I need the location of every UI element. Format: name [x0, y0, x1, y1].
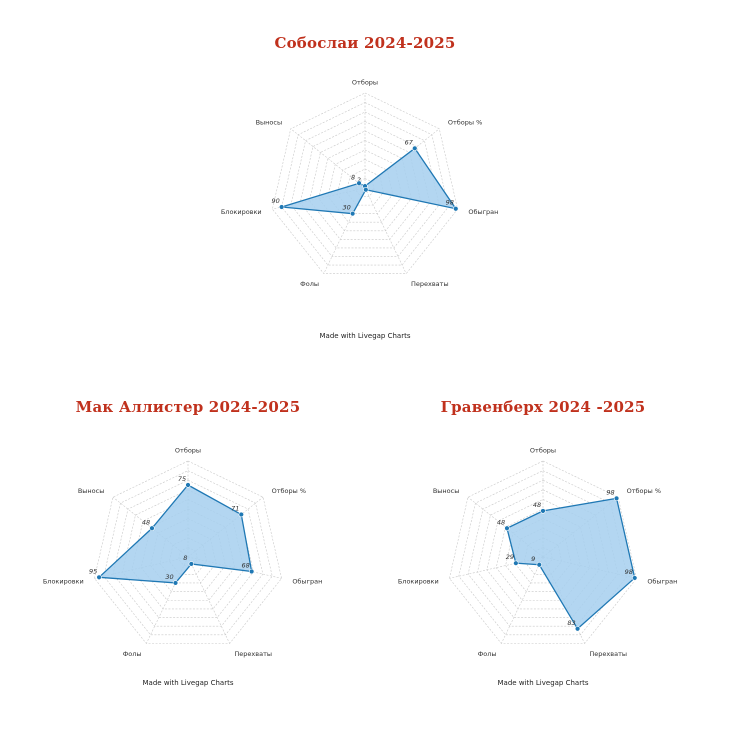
axis-label: Фолы [478, 650, 497, 658]
value-label: 95 [89, 567, 97, 575]
chart-title: Собослаи 2024-2025 [274, 34, 456, 52]
data-point [188, 561, 195, 567]
axis-label: Блокировки [221, 208, 262, 216]
value-label: 83 [567, 619, 575, 627]
value-label: 98 [446, 199, 454, 207]
axis-label: Отборы % [272, 487, 306, 495]
axis-label: Отборы % [448, 118, 482, 126]
axis-label: Фолы [123, 650, 142, 658]
data-point [356, 180, 362, 186]
axis-label: Выносы [78, 487, 105, 495]
axis-label: Перехваты [234, 650, 272, 658]
axis-label: Обыгран [292, 577, 322, 585]
axis-label: Выносы [433, 487, 460, 495]
credit-text: Made with Livegap Charts [319, 332, 411, 340]
value-label: 90 [272, 197, 280, 205]
value-label: 98 [606, 488, 614, 496]
axis-spoke [187, 556, 230, 644]
data-point [412, 145, 418, 152]
data-point [453, 206, 459, 212]
axis-label: Блокировки [43, 577, 84, 585]
data-point [278, 204, 285, 210]
value-label: 48 [533, 501, 541, 509]
credit-text: Made with Livegap Charts [497, 679, 589, 687]
data-point [172, 580, 179, 586]
grid-ring [495, 508, 591, 601]
value-label: 71 [231, 505, 239, 513]
data-point [574, 626, 581, 632]
grid-ring [281, 102, 449, 266]
grid-ring [355, 178, 375, 197]
radar-plot: 48 98 98 83 9 29 48 Отборы Отборы % Обыгран Перехв… [398, 447, 677, 658]
data-point [96, 574, 102, 580]
grid-ring [318, 140, 412, 232]
data-point [349, 210, 356, 217]
value-label: 98 [625, 568, 633, 576]
axis-label: Перехваты [589, 650, 627, 658]
axis-label: Отборы [530, 447, 556, 455]
data-point [238, 511, 244, 518]
grid-ring [449, 460, 637, 644]
axis-label: Отборы [175, 447, 201, 455]
value-label: 30 [342, 204, 350, 212]
value-label: 8 [183, 554, 187, 562]
data-point [613, 495, 620, 502]
axis-label: Блокировки [398, 577, 439, 585]
data-point [504, 525, 510, 531]
axis-label: Перехваты [411, 280, 449, 288]
value-label: 48 [142, 518, 150, 526]
data-point [536, 562, 542, 568]
value-label: 68 [242, 562, 250, 570]
grid-ring [486, 499, 600, 610]
series-area [97, 484, 253, 584]
chart-title: Гравенберх 2024 -2025 [440, 398, 646, 416]
value-label: 67 [405, 138, 414, 146]
grid-ring [272, 92, 458, 274]
data-point [363, 187, 369, 193]
axis-label: Отборы % [627, 487, 661, 495]
radar-plot: 75 71 68 8 30 95 48 Отборы Отборы % Обыгран Перехв… [43, 447, 322, 658]
axis-spoke [364, 187, 407, 274]
radar-chart-gravenberch: Гравенберх 2024 -2025 48 98 98 83 9 29 48 Отбор… [370, 397, 716, 697]
radar-plot: 26798230908ОтборыОтборы %ОбыгранПерехват… [221, 79, 499, 289]
grid-ring [112, 479, 264, 627]
chart-title: Мак Аллистер 2024-2025 [75, 398, 301, 416]
credit-text: Made with Livegap Charts [142, 679, 234, 687]
value-label: 8 [351, 173, 355, 181]
grid-ring [131, 499, 245, 610]
grid-ring [94, 460, 282, 644]
data-point [540, 508, 546, 514]
axis-label: Фолы [300, 280, 319, 288]
value-label: 48 [497, 518, 505, 526]
axis-label: Обыгран [647, 577, 677, 585]
axis-label: Обыгран [468, 208, 498, 216]
value-label: 2 [357, 176, 361, 184]
radar-chart-mac-allister: Мак Аллистер 2024-2025 75 71 68 8 30 95 48 Отбо… [15, 397, 361, 697]
value-label: 75 [178, 475, 186, 483]
data-point [149, 525, 155, 531]
data-point [185, 482, 191, 488]
data-point [248, 568, 255, 575]
axis-label: Выносы [256, 118, 283, 126]
axis-label: Отборы [352, 79, 378, 87]
axis-spoke [290, 128, 366, 189]
value-label: 29 [506, 553, 514, 561]
data-point [632, 575, 638, 581]
value-label: 30 [165, 573, 173, 581]
radar-chart-soboslai: Собослаи 2024-2025 26798230908ОтборыОтбо… [192, 30, 538, 350]
series-area [281, 147, 458, 215]
series-area [506, 497, 636, 630]
data-point [513, 560, 519, 566]
value-label: 9 [531, 555, 535, 563]
